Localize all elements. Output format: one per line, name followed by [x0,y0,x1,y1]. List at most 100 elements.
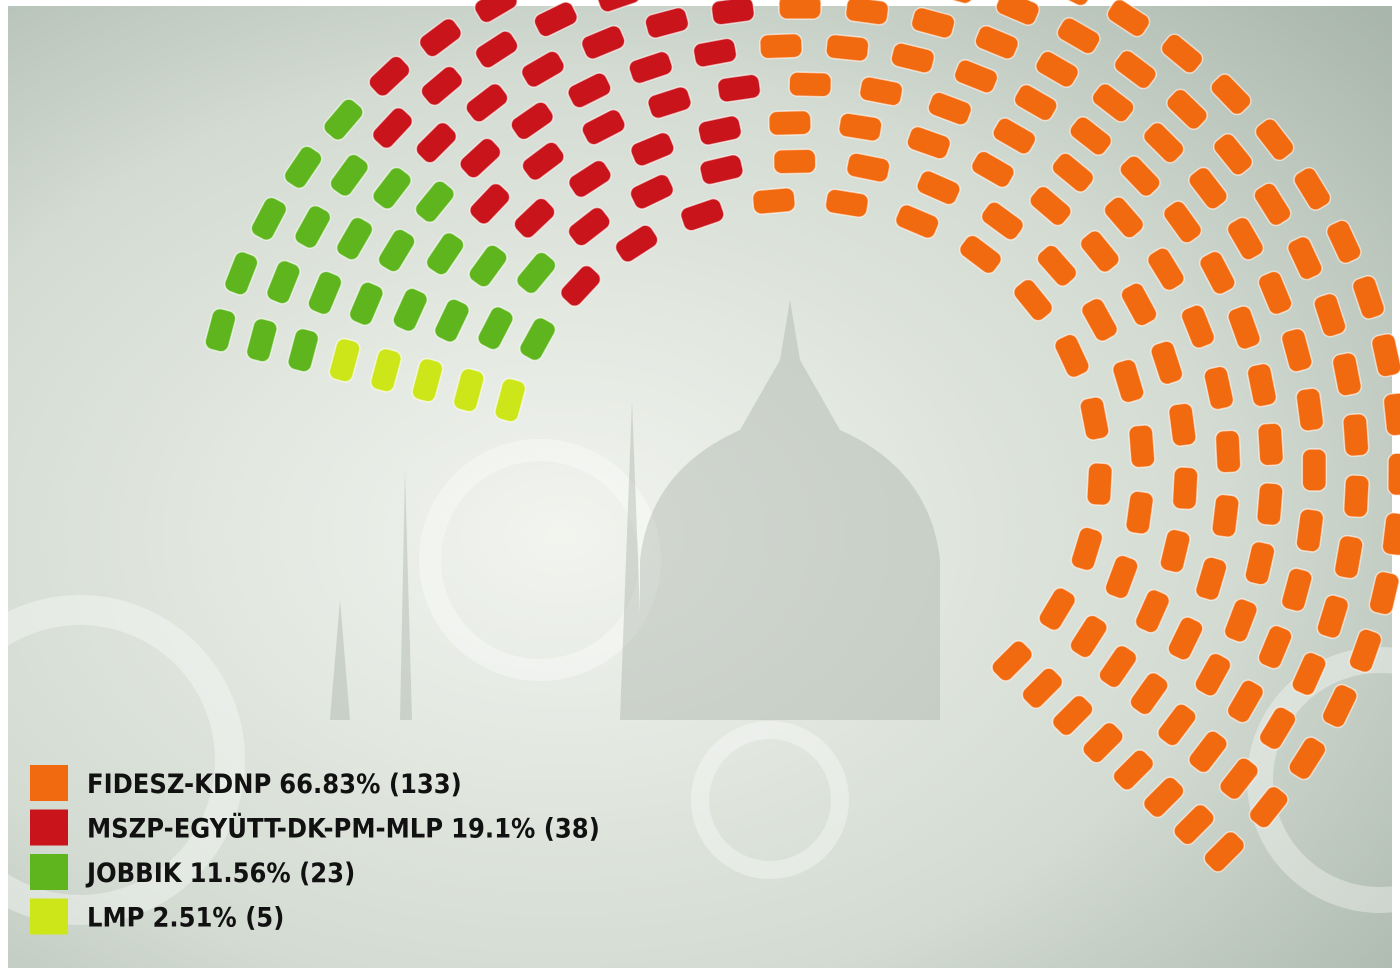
seat [494,377,527,423]
seats [204,0,1400,873]
seat [1029,185,1072,227]
seat [1194,652,1232,697]
seat [1036,244,1078,287]
seat [329,153,369,197]
seat [772,148,817,175]
seat [596,0,641,13]
seat [1069,116,1113,156]
seat [411,357,444,403]
seat [1188,730,1228,774]
seat [980,201,1025,241]
seat [1103,196,1145,239]
legend-label: LMP 2.51% (5) [87,902,284,933]
seat [1021,667,1064,709]
seat [266,259,301,305]
seat [1069,614,1108,659]
seat [768,109,812,137]
seat [1112,749,1155,791]
seat [425,232,465,276]
seat [1113,49,1157,90]
seat [1257,422,1285,467]
seat [710,0,756,26]
seat [628,50,674,85]
seat [953,59,999,94]
seat [1134,588,1171,634]
seat [580,24,626,60]
seat [414,180,455,224]
seat [1325,219,1362,265]
seat [1256,482,1284,527]
seat [370,347,402,393]
seat [348,281,384,326]
legend-name: JOBBIK [85,858,183,889]
seat [1129,672,1169,716]
seat [1295,508,1325,553]
seat [1253,182,1292,227]
seat [1056,17,1101,55]
seat [521,141,565,181]
seat [1188,166,1228,210]
seat [1106,0,1151,38]
seat [1051,694,1094,737]
seat [1142,121,1185,164]
seat [1246,362,1278,408]
seat [824,188,870,219]
seat [368,55,411,97]
seat [1051,152,1095,193]
seat [1079,230,1120,273]
seat [1280,567,1313,613]
seat [958,234,1003,275]
seat [1091,82,1135,123]
seat [477,306,514,351]
seat [1146,247,1185,292]
seat [1313,292,1347,338]
legend: FIDESZ-KDNP 66.83% (133) MSZP-EGYÜTT-DK-PM… [30,765,600,935]
seat [533,1,578,38]
seat [371,107,414,149]
seat [1257,624,1293,670]
seat [1293,166,1332,211]
legend-value: 66.83% (133) [279,769,462,800]
seat [716,73,762,103]
seat [1166,88,1208,130]
seat [974,24,1020,60]
legend-label: JOBBIK 11.56% (23) [85,858,355,889]
seat [372,166,412,210]
seat [510,101,554,141]
seat [1104,554,1139,600]
seat [1351,275,1386,320]
seat [1180,304,1216,349]
seat [1387,452,1400,497]
seat [614,224,659,263]
seat [906,125,952,160]
seat [1120,282,1158,327]
seat [1254,118,1295,162]
seat [759,32,803,60]
seat [1226,216,1265,261]
seat [415,121,458,164]
seat [1211,493,1240,538]
seat [1370,332,1400,378]
seat [1287,235,1323,281]
seat [1125,490,1155,535]
seat [991,640,1033,682]
seat [1223,598,1258,643]
seat [1080,297,1119,342]
seat [323,98,364,141]
seat [697,115,743,146]
seat [778,0,822,20]
seat [1226,679,1265,724]
seat [1214,429,1242,474]
seat [1013,83,1058,122]
seat [692,37,738,68]
legend-name: LMP [87,902,144,933]
seat [1257,270,1293,316]
seat [473,0,518,24]
seat [890,42,936,74]
seat [1157,703,1197,747]
seat [1210,73,1252,116]
seat [1098,644,1138,689]
seat [1079,396,1110,441]
seat [630,131,675,167]
